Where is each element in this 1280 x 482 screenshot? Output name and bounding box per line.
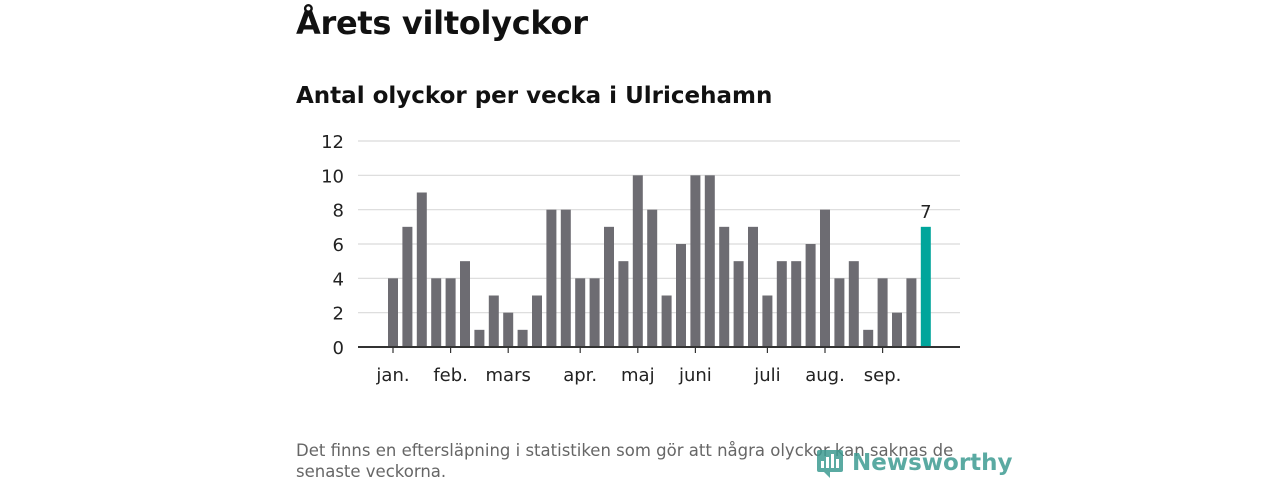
bar — [748, 226, 758, 347]
bar — [618, 261, 629, 347]
y-tick-label: 10 — [321, 166, 344, 187]
x-tick-label: apr. — [563, 365, 597, 386]
bar — [445, 278, 456, 347]
bar — [632, 175, 643, 347]
bar — [575, 278, 586, 347]
y-tick-label: 8 — [333, 201, 344, 222]
bar — [892, 312, 902, 347]
bar — [906, 278, 917, 347]
newsworthy-logo-icon — [817, 450, 843, 478]
bar — [877, 278, 888, 347]
bar — [546, 209, 557, 347]
chart-title: Årets viltolyckor — [296, 4, 588, 42]
bar — [791, 261, 802, 347]
bar — [719, 226, 730, 347]
bar — [776, 261, 787, 347]
bar — [848, 261, 859, 347]
x-tick-label: mars — [486, 365, 531, 386]
bar — [503, 312, 514, 347]
newsworthy-logo: Newsworthy — [816, 446, 1013, 480]
x-axis-ticks: jan. feb. mars apr. maj juni juli aug. sep. — [375, 347, 901, 386]
bar — [834, 278, 845, 347]
bar-highlight — [920, 226, 931, 347]
grid-lines — [358, 140, 960, 314]
bar — [560, 209, 571, 347]
bar — [690, 175, 701, 347]
bar — [661, 295, 672, 347]
chart-subtitle: Antal olyckor per vecka i Ulricehamn — [296, 83, 773, 109]
y-tick-label: 6 — [333, 235, 344, 256]
bar — [532, 295, 542, 347]
bar — [733, 261, 744, 347]
bar — [402, 226, 413, 347]
bar — [460, 261, 470, 347]
x-tick-label: juli — [753, 365, 780, 386]
x-tick-label: feb. — [433, 365, 468, 386]
footnote: Det finns en eftersläpning i statistiken… — [296, 441, 954, 481]
bar — [517, 329, 528, 347]
bar — [676, 244, 686, 347]
x-tick-label: maj — [621, 365, 655, 386]
x-tick-label: jan. — [375, 365, 409, 386]
x-tick-label: aug. — [805, 365, 845, 386]
bar — [604, 226, 614, 347]
y-tick-label: 4 — [333, 269, 344, 290]
newsworthy-logo-text: Newsworthy — [852, 450, 1013, 476]
bar — [820, 209, 830, 347]
x-tick-label: juni — [678, 365, 712, 386]
bar — [762, 295, 773, 347]
bar — [474, 329, 485, 347]
bar — [388, 278, 398, 347]
y-tick-label: 2 — [333, 304, 344, 325]
y-tick-label: 12 — [321, 132, 344, 153]
bar — [647, 209, 658, 347]
y-tick-label: 0 — [333, 338, 344, 359]
bar — [863, 329, 874, 347]
bar — [431, 278, 442, 347]
highlight-value-label: 7 — [920, 202, 931, 223]
bar — [805, 244, 816, 347]
x-tick-label: sep. — [864, 365, 902, 386]
bar-series — [388, 175, 931, 347]
bar — [488, 295, 499, 347]
bar — [589, 278, 600, 347]
bar — [416, 192, 427, 347]
bar — [704, 175, 715, 347]
y-axis-ticks: 0 2 4 6 8 10 12 — [321, 132, 344, 359]
